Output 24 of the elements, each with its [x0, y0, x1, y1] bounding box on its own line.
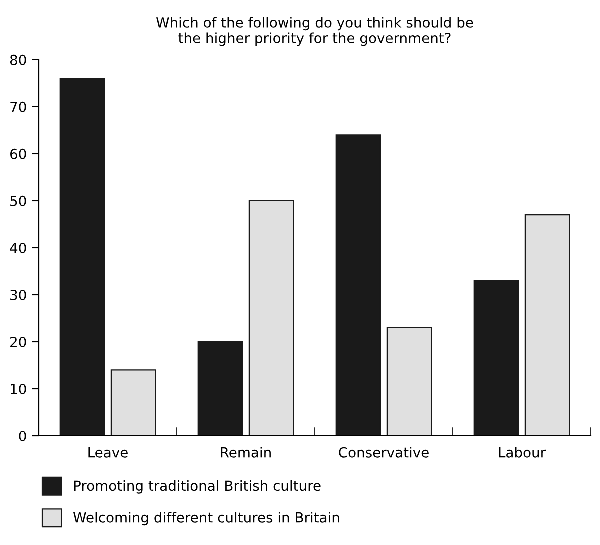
legend-label: Promoting traditional British culture: [74, 480, 321, 494]
bar: [474, 280, 520, 436]
y-tick-label: 70: [10, 102, 26, 112]
y-tick-label: 40: [10, 242, 26, 254]
x-tick-label: Conservative: [339, 447, 429, 458]
bar: [248, 200, 294, 436]
bar: [524, 214, 570, 436]
x-tick-label: Leave: [88, 448, 128, 458]
bar: [336, 134, 382, 436]
y-tick-label: 30: [10, 290, 26, 300]
y-tick-label: 10: [11, 384, 26, 394]
y-tick-label: 0: [19, 430, 26, 442]
bar: [60, 78, 106, 436]
x-tick-label: Remain: [221, 447, 271, 458]
bar: [110, 370, 156, 436]
y-tick-label: 60: [10, 148, 26, 160]
x-tick-label: Labour: [499, 447, 546, 458]
bar: [386, 327, 432, 436]
y-tick-label: 50: [10, 196, 26, 206]
chart-title: Which of the following do you think should be the higher priority for the government?: [156, 17, 474, 46]
y-tick-label: 20: [10, 336, 26, 348]
bar: [198, 341, 244, 436]
legend-label: Welcoming different cultures in Britain: [74, 512, 340, 526]
y-tick-label: 80: [10, 54, 26, 66]
